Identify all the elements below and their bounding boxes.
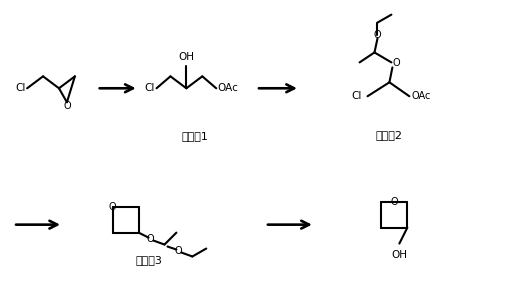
Text: OH: OH (391, 249, 407, 260)
Text: O: O (392, 58, 400, 69)
Text: O: O (63, 101, 71, 111)
Text: Cl: Cl (351, 91, 362, 101)
Text: OAc: OAc (217, 83, 238, 93)
Text: OAc: OAc (412, 91, 431, 101)
Text: O: O (109, 202, 116, 212)
Text: 化合物3: 化合物3 (135, 255, 162, 266)
Text: Cl: Cl (144, 83, 155, 93)
Text: 化合物2: 化合物2 (376, 130, 403, 140)
Text: O: O (147, 234, 155, 243)
Text: Cl: Cl (15, 83, 25, 93)
Text: O: O (374, 30, 381, 40)
Text: O: O (391, 197, 398, 207)
Text: 化合物1: 化合物1 (182, 131, 209, 141)
Text: O: O (175, 246, 182, 255)
Text: OH: OH (178, 52, 194, 62)
